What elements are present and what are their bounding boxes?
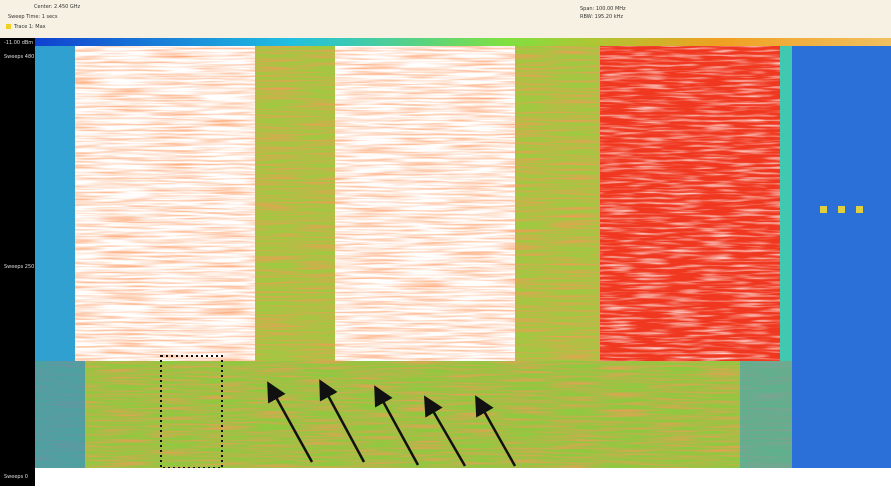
footer bbox=[35, 468, 891, 486]
color-scale bbox=[35, 38, 891, 46]
left-axis bbox=[0, 38, 35, 486]
spectrum-waterfall-screen: Center: 2.450 GHz Sweep Time: 1 secs Tra… bbox=[0, 0, 891, 486]
trace-swatch bbox=[6, 24, 11, 29]
span-label: Span: 100.00 MHz bbox=[580, 6, 626, 12]
sweep-time-label: Sweep Time: 1 secs bbox=[8, 14, 58, 20]
waterfall bbox=[35, 46, 891, 468]
ref-level: -11.00 dBm bbox=[4, 40, 33, 46]
center-label: Center: 2.450 GHz bbox=[34, 4, 81, 10]
sweep-bottom: Sweeps 0 bbox=[4, 474, 28, 480]
rbw-label: RBW: 195.20 kHz bbox=[580, 14, 623, 20]
sweep-middle: Sweeps 250 bbox=[4, 264, 34, 270]
header-bar bbox=[0, 0, 891, 38]
trace-label: Trace 1: Max bbox=[13, 24, 46, 30]
sweep-top: Sweeps 480 bbox=[4, 54, 34, 60]
